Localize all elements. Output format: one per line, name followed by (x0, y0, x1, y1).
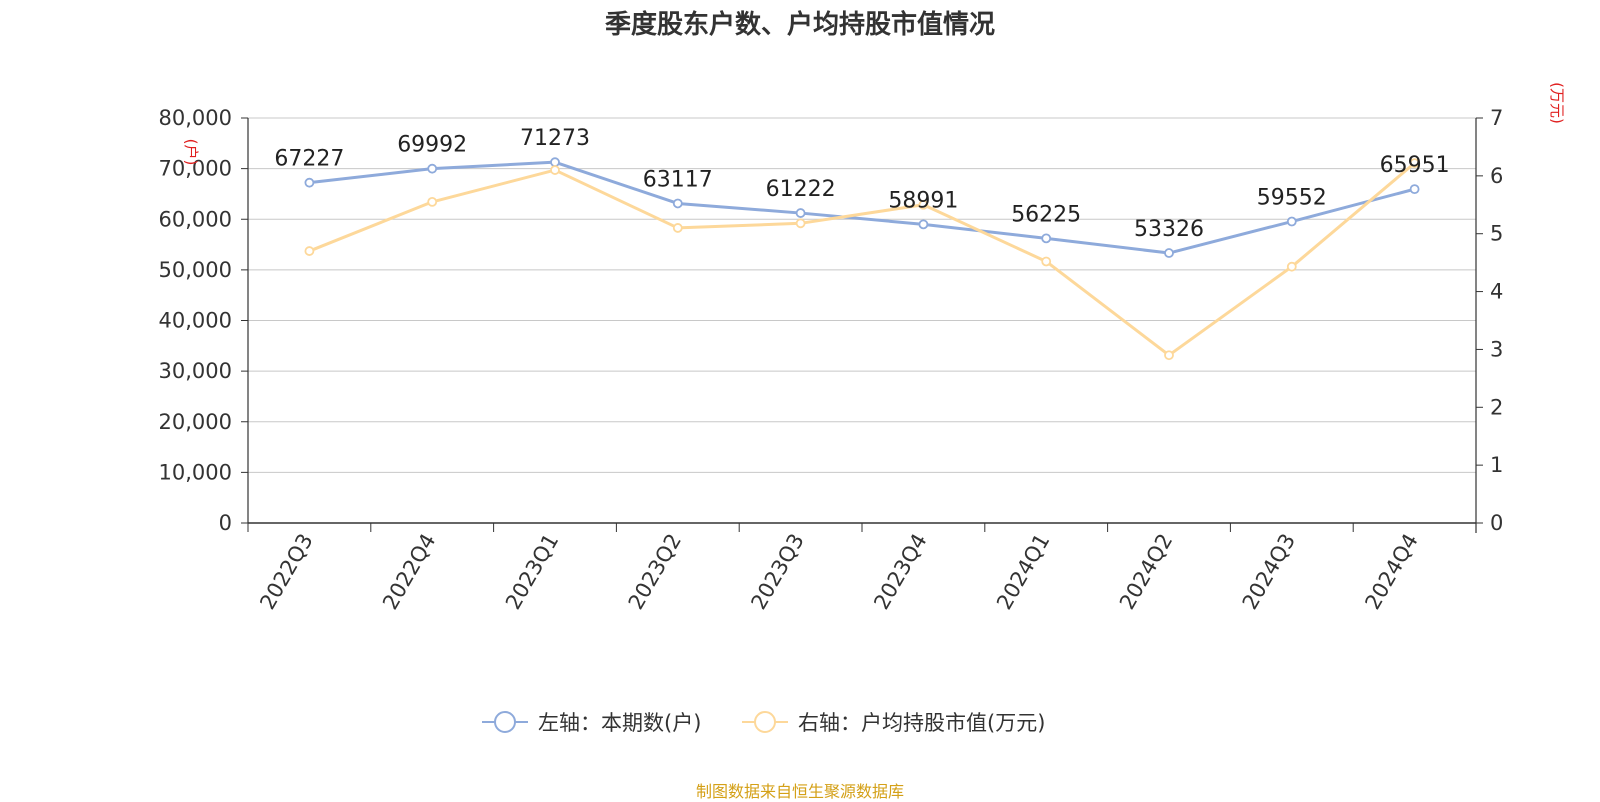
x-axis-tick-label: 2023Q3 (746, 530, 808, 614)
legend-marker-icon (754, 711, 776, 733)
left-axis-tick-label: 50,000 (159, 258, 232, 282)
left-axis-tick-label: 70,000 (159, 157, 232, 181)
left-axis-tick-label: 10,000 (159, 460, 232, 484)
series-point-left (304, 177, 315, 188)
series-point-right (427, 196, 438, 207)
x-axis-tick-label: 2022Q3 (255, 530, 317, 614)
right-axis-tick-label: 6 (1490, 164, 1503, 188)
series-point-left (918, 219, 929, 230)
left-axis-tick-label: 40,000 (159, 309, 232, 333)
right-axis-tick-label: 1 (1490, 453, 1503, 477)
x-axis-tick-label: 2023Q2 (624, 530, 686, 614)
series-point-left (672, 198, 683, 209)
data-labels: 67227 69992 71273 63117 61222 58991 56225 53326… (274, 126, 1449, 242)
series-point-left (1041, 233, 1052, 244)
left-axis-tick-label: 0 (219, 511, 232, 535)
x-axis-tick-label: 2024Q2 (1115, 530, 1177, 614)
x-axis-tick-label: 2023Q1 (501, 530, 563, 614)
x-axis-tick-label: 2024Q1 (992, 530, 1054, 614)
legend-marker-icon (494, 711, 516, 733)
left-axis-tick-label: 60,000 (159, 207, 232, 231)
right-axis-tick-label: 7 (1490, 106, 1503, 130)
series-line-right (308, 161, 1416, 357)
series-point-left (1409, 184, 1420, 195)
data-label: 61222 (766, 177, 836, 202)
left-axis-tick-label: 20,000 (159, 410, 232, 434)
series-point-right (918, 199, 929, 210)
series-point-right (672, 223, 683, 233)
data-label: 56225 (1011, 202, 1081, 227)
left-axis-unit-label: (户) (182, 139, 200, 166)
series-point-right (1164, 350, 1174, 361)
legend: 左轴：本期数(户) 右轴：户均持股市值(万元) (482, 711, 1045, 735)
series-point-left (427, 163, 438, 174)
data-label: 69992 (397, 133, 467, 158)
series-point-right (1409, 158, 1420, 169)
series-point-left (1286, 216, 1297, 227)
series-point-right (304, 246, 315, 256)
series (304, 157, 1420, 361)
legend-label: 左轴：本期数(户) (538, 711, 701, 735)
x-axis-tick-label: 2024Q4 (1360, 530, 1422, 614)
data-label: 71273 (520, 126, 590, 151)
data-label: 63117 (643, 167, 713, 192)
x-axis-tick-label: 2024Q3 (1238, 530, 1300, 614)
right-axis-tick-label: 4 (1490, 280, 1503, 304)
data-label: 59552 (1257, 186, 1327, 211)
axes: 0 10,000 20,000 30,000 40,000 50,000 60,000 70,… (159, 82, 1566, 614)
right-axis-tick-label: 3 (1490, 337, 1503, 361)
right-axis-tick-label: 0 (1490, 511, 1503, 535)
data-label: 58991 (888, 188, 958, 213)
right-axis-unit-label: (万元) (1548, 82, 1566, 124)
series-point-right (1286, 261, 1297, 272)
chart-title: 季度股东户数、户均持股市值情况 (604, 10, 995, 40)
left-axis-tick-label: 80,000 (159, 106, 232, 130)
left-axis-tick-label: 30,000 (159, 359, 232, 383)
right-axis-tick-label: 5 (1490, 222, 1503, 246)
data-label: 67227 (274, 147, 344, 172)
series-point-left (1164, 248, 1174, 258)
series-point-right (550, 165, 560, 175)
series-point-right (1041, 256, 1052, 267)
source-note: 制图数据来自恒生聚源数据库 (695, 782, 904, 801)
x-axis-tick-label: 2023Q4 (869, 530, 931, 614)
x-axis-tick-label: 2022Q4 (378, 530, 440, 614)
data-label: 65951 (1380, 153, 1450, 178)
series-point-right (795, 218, 806, 229)
right-axis-tick-label: 2 (1490, 395, 1503, 419)
series-point-left (795, 208, 806, 218)
data-label: 53326 (1134, 217, 1204, 242)
series-point-left (550, 157, 560, 168)
legend-label: 右轴：户均持股市值(万元) (798, 711, 1045, 735)
series-line-left (309, 160, 1415, 255)
